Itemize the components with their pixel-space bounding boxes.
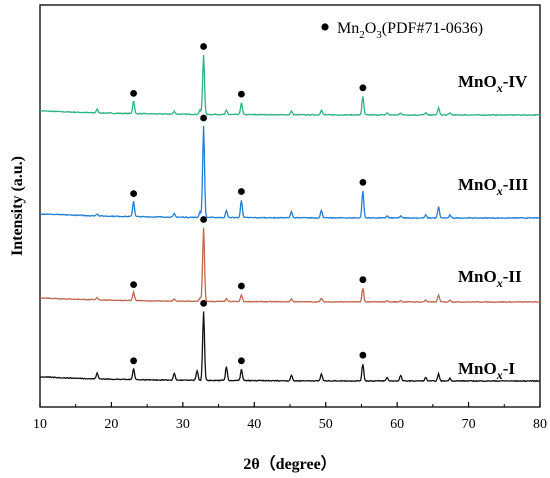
series-label: MnOx-III <box>458 175 529 198</box>
phase-marker <box>200 43 208 50</box>
phase-markers <box>130 43 367 365</box>
y-axis-title: Intensity (a.u.) <box>9 156 26 256</box>
phase-marker <box>359 179 367 186</box>
traces <box>39 54 541 383</box>
x-tick-label: 40 <box>247 417 261 432</box>
series-label: MnOx-IV <box>458 72 528 95</box>
phase-marker <box>359 351 367 359</box>
series-line <box>39 311 541 383</box>
x-axis-title: 2θ（degree） <box>243 455 336 473</box>
phase-marker <box>238 357 245 365</box>
x-tick-label: 80 <box>533 417 547 432</box>
phase-marker <box>359 84 367 92</box>
phase-marker <box>238 282 245 290</box>
phase-marker <box>200 216 208 223</box>
series-label: MnOx-II <box>458 267 522 290</box>
x-tick-label: 50 <box>319 417 333 432</box>
phase-marker <box>238 188 245 195</box>
phase-marker <box>200 300 208 307</box>
x-tick-label: 60 <box>390 417 404 432</box>
x-tick-label: 70 <box>462 417 476 432</box>
series-line <box>39 125 541 220</box>
phase-marker <box>359 276 367 284</box>
series-line <box>39 54 541 117</box>
plot-frame <box>39 4 541 408</box>
phase-marker <box>130 281 138 288</box>
legend: Mn2O3(PDF#71-0636) <box>321 20 483 41</box>
series-labels: MnOx-IV MnOx-III MnOx-II MnOx-I <box>458 72 529 382</box>
phase-marker <box>130 90 138 97</box>
phase-marker <box>200 114 208 122</box>
series-line <box>39 227 541 304</box>
phase-marker <box>130 357 138 365</box>
phase-marker <box>238 90 245 98</box>
phase-marker <box>130 190 138 198</box>
x-tick-label: 10 <box>33 417 47 432</box>
legend-marker <box>321 23 329 31</box>
x-tick-label: 20 <box>104 417 118 432</box>
series-label: MnOx-I <box>458 359 515 382</box>
legend-text: Mn2O3(PDF#71-0636) <box>337 20 483 41</box>
x-tick-label: 30 <box>176 417 190 432</box>
x-axis-ticks: 10 20 30 40 50 60 70 80 <box>33 402 547 432</box>
